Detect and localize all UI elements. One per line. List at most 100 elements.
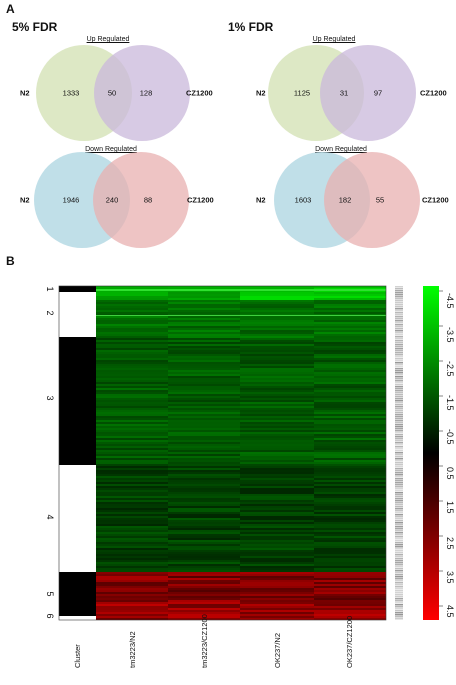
heat-cell	[314, 464, 386, 466]
heat-cell	[96, 516, 168, 518]
heat-cell	[314, 360, 386, 362]
heat-cell	[168, 574, 240, 576]
fdr-5-title: 5% FDR	[12, 20, 58, 34]
heat-cell	[168, 416, 240, 418]
heat-cell	[168, 610, 240, 612]
heat-cell	[96, 508, 168, 510]
heat-cell	[240, 336, 314, 338]
heat-cell	[168, 546, 240, 548]
heat-cell	[96, 306, 168, 308]
heat-cell	[96, 348, 168, 350]
gene-label-strip	[395, 564, 403, 566]
heat-cell	[240, 330, 314, 332]
gene-label-strip	[395, 448, 403, 450]
heat-cell	[314, 398, 386, 400]
heat-cell	[314, 584, 386, 586]
heat-cell	[168, 292, 240, 294]
heat-cell	[240, 486, 314, 488]
heat-cell	[96, 362, 168, 364]
heat-cell	[168, 384, 240, 386]
heat-cell	[240, 350, 314, 352]
heat-cell	[96, 472, 168, 474]
gene-label-strip	[395, 382, 403, 384]
heat-cell	[168, 604, 240, 606]
venn-1-up-right-circle	[320, 45, 416, 141]
gene-label-strip	[395, 608, 403, 610]
heat-cell	[240, 420, 314, 422]
gene-label-strip	[395, 578, 403, 580]
heat-cell	[168, 356, 240, 358]
heat-cell	[314, 356, 386, 358]
heat-cell	[240, 456, 314, 458]
heat-cell	[168, 440, 240, 442]
heat-cell	[314, 578, 386, 580]
heat-cell	[96, 604, 168, 606]
heat-cell	[314, 550, 386, 552]
heat-cell	[168, 300, 240, 302]
legend-tick-2: -2.5	[445, 361, 455, 377]
gene-label-strip	[395, 576, 403, 578]
heat-cell	[168, 506, 240, 508]
heat-cell	[168, 500, 240, 502]
heat-cell	[168, 396, 240, 398]
heat-cell	[168, 498, 240, 500]
heat-cell	[96, 372, 168, 374]
heat-cell	[314, 606, 386, 608]
venn-5-up-right-label: CZ1200	[186, 88, 213, 98]
gene-label-strip	[395, 436, 403, 438]
gene-label-strip	[395, 544, 403, 546]
heat-cell	[96, 384, 168, 386]
heat-cell	[314, 602, 386, 604]
heat-cell	[240, 400, 314, 402]
gene-label-strip	[395, 498, 403, 500]
heat-cell	[96, 536, 168, 538]
heat-cell	[96, 596, 168, 598]
heat-cell	[168, 534, 240, 536]
gene-label-strip	[395, 508, 403, 510]
heat-cell	[96, 496, 168, 498]
heat-cell	[96, 386, 168, 388]
gene-label-strip	[395, 302, 403, 304]
heat-cell	[96, 578, 168, 580]
heat-cell	[240, 398, 314, 400]
fdr-1-title: 1% FDR	[228, 20, 274, 34]
heat-cell	[314, 294, 386, 296]
gene-label-strip	[395, 386, 403, 388]
heat-cell	[168, 364, 240, 366]
heat-cell	[96, 330, 168, 332]
heat-cell	[168, 510, 240, 512]
heat-cell	[240, 500, 314, 502]
heat-cell	[168, 578, 240, 580]
heat-cell	[240, 478, 314, 480]
gene-label-strip	[395, 586, 403, 588]
heat-cell	[96, 292, 168, 294]
gene-label-strip	[395, 480, 403, 482]
heat-cell	[240, 390, 314, 392]
heat-cell	[314, 426, 386, 428]
heat-cell	[96, 412, 168, 414]
heat-cell	[168, 354, 240, 356]
heat-cell	[240, 404, 314, 406]
heat-cell	[240, 522, 314, 524]
heat-cell	[240, 362, 314, 364]
heat-cell	[96, 560, 168, 562]
heat-cell	[314, 618, 386, 620]
gene-label-strip	[395, 310, 403, 312]
heat-cell	[314, 412, 386, 414]
heat-cell	[314, 414, 386, 416]
heat-cell	[314, 316, 386, 318]
gene-label-strip	[395, 572, 403, 574]
heat-cell	[240, 440, 314, 442]
heat-cell	[240, 312, 314, 314]
heat-cell	[96, 550, 168, 552]
gene-label-strip	[395, 320, 403, 322]
gene-label-strip	[395, 390, 403, 392]
heat-cell	[168, 580, 240, 582]
heat-cell	[240, 480, 314, 482]
venn-1-up-overlap: 31	[339, 88, 349, 98]
heat-cell	[96, 514, 168, 516]
gene-label-strip	[395, 362, 403, 364]
heat-cell	[314, 450, 386, 452]
heat-cell	[314, 416, 386, 418]
heat-cell	[314, 390, 386, 392]
